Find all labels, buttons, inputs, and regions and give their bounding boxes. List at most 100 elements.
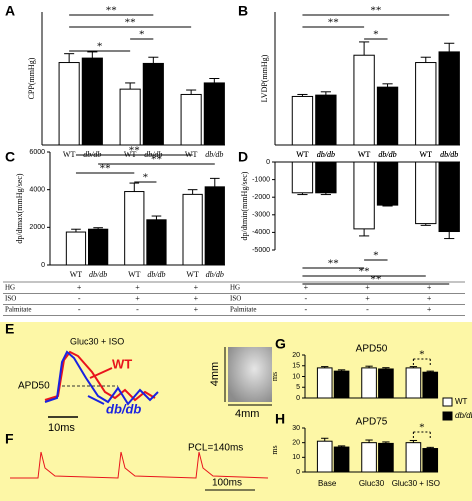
bar bbox=[124, 191, 145, 266]
arrow bbox=[87, 395, 105, 405]
bar bbox=[405, 367, 422, 399]
panel-label: E bbox=[5, 321, 14, 337]
bar bbox=[65, 231, 87, 266]
condition-label: Palmitate bbox=[5, 306, 31, 314]
bar bbox=[422, 448, 439, 473]
x-tick-label: db/db bbox=[317, 150, 335, 159]
y-tick-label: 0 bbox=[296, 469, 300, 476]
panel-label: G bbox=[275, 336, 286, 352]
bar bbox=[203, 82, 225, 146]
x-tick-label: WT bbox=[358, 150, 371, 159]
significance-label: ** bbox=[328, 17, 339, 29]
bar bbox=[58, 62, 80, 146]
bar bbox=[204, 186, 225, 266]
bar bbox=[88, 228, 109, 266]
bar bbox=[361, 367, 377, 399]
y-axis-label: LVDP(mmHg) bbox=[260, 54, 269, 102]
x-tick-label: db/db bbox=[440, 150, 458, 159]
x-tick-label: db/db bbox=[147, 270, 165, 279]
x-tick-label: Base bbox=[318, 479, 337, 488]
y-tick-label: 6000 bbox=[29, 149, 45, 156]
x-tick-label: db/db bbox=[83, 150, 101, 159]
significance-label: * bbox=[419, 422, 425, 434]
significance-label: ** bbox=[328, 258, 339, 270]
db-label: db/db bbox=[106, 401, 141, 416]
legend-label: WT bbox=[455, 397, 468, 406]
significance-label: * bbox=[97, 41, 103, 53]
y-tick-label: 0 bbox=[296, 395, 300, 402]
bar bbox=[119, 88, 141, 146]
wt-trace bbox=[44, 350, 156, 402]
bar bbox=[415, 62, 437, 146]
bar bbox=[146, 219, 167, 266]
panel-label: D bbox=[238, 149, 248, 165]
significance-label: ** bbox=[359, 266, 370, 278]
x-tick-label: db/db bbox=[317, 150, 335, 159]
condition-sign: - bbox=[78, 294, 81, 303]
condition-sign: + bbox=[427, 294, 432, 303]
x-tick-label: db/db bbox=[206, 270, 224, 279]
y-tick-label: 15 bbox=[292, 363, 300, 370]
condition-sign: + bbox=[194, 305, 199, 314]
bar bbox=[378, 442, 394, 473]
condition-sign: + bbox=[427, 283, 432, 292]
y-tick-label: -2000 bbox=[252, 194, 270, 201]
db-trace bbox=[44, 350, 159, 406]
x-tick-label: WT bbox=[185, 150, 198, 159]
significance-label: ** bbox=[129, 145, 140, 157]
y-tick-label: 10 bbox=[292, 373, 300, 380]
y-tick-label: 5 bbox=[296, 384, 300, 391]
x-tick-label: WT bbox=[296, 150, 309, 159]
x-tick-label: WT bbox=[296, 150, 309, 159]
y-tick-label: 4000 bbox=[29, 187, 45, 194]
significance-label: ** bbox=[151, 154, 162, 166]
bar bbox=[315, 161, 337, 194]
y-tick-label: -1000 bbox=[252, 176, 270, 183]
panel-label: H bbox=[275, 411, 285, 427]
x-tick-label: WT bbox=[186, 270, 199, 279]
x-tick-label: db/db bbox=[378, 150, 396, 159]
y-tick-label: -3000 bbox=[252, 212, 270, 219]
condition-sign: + bbox=[304, 283, 309, 292]
chart-title: APD50 bbox=[356, 344, 388, 355]
y-tick-label: 0 bbox=[41, 262, 45, 269]
legend-label: db/db bbox=[455, 411, 472, 420]
condition-sign: - bbox=[304, 294, 307, 303]
bar bbox=[142, 62, 164, 146]
legend-swatch bbox=[442, 397, 453, 407]
y-tick-label: 30 bbox=[292, 425, 300, 432]
x-tick-label: WT bbox=[124, 150, 137, 159]
x-tick-label: WT bbox=[63, 150, 76, 159]
x-tick-label: db/db bbox=[205, 150, 223, 159]
condition-sign: + bbox=[135, 294, 140, 303]
significance-label: ** bbox=[100, 163, 111, 175]
significance-label: * bbox=[143, 172, 149, 184]
scale-label: 10ms bbox=[48, 422, 75, 434]
significance-label: * bbox=[419, 349, 425, 361]
scale-label: 4mm bbox=[235, 408, 259, 420]
significance-label: ** bbox=[370, 5, 381, 17]
y-tick-label: 2000 bbox=[29, 224, 45, 231]
bar bbox=[415, 161, 437, 225]
bar bbox=[361, 442, 377, 473]
bar bbox=[333, 446, 350, 473]
condition-sign: + bbox=[135, 283, 140, 292]
y-axis-label: dp/dtmax(mmHg/sec) bbox=[15, 173, 24, 244]
condition-sign: + bbox=[77, 283, 82, 292]
panel-label: B bbox=[238, 3, 248, 19]
bar bbox=[180, 93, 202, 146]
significance-label: * bbox=[373, 29, 379, 41]
bar bbox=[333, 370, 350, 399]
condition-sign: + bbox=[427, 305, 432, 314]
condition-sign: - bbox=[366, 305, 369, 314]
significance-label: ** bbox=[125, 17, 136, 29]
condition-label: ISO bbox=[5, 295, 16, 303]
bar bbox=[81, 57, 103, 146]
y-tick-label: 10 bbox=[292, 454, 300, 461]
pacing-trace bbox=[10, 451, 269, 479]
x-tick-label: db/db bbox=[378, 150, 396, 159]
significance-label: * bbox=[139, 29, 145, 41]
panel-label: A bbox=[5, 3, 15, 19]
bar bbox=[376, 86, 399, 146]
